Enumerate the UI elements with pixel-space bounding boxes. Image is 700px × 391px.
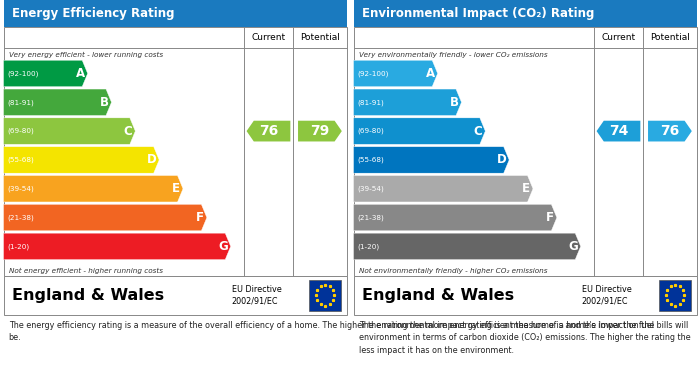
Polygon shape [596, 121, 640, 142]
Text: B: B [99, 96, 108, 109]
Bar [354, 276, 696, 315]
Polygon shape [246, 121, 290, 142]
Text: (81-91): (81-91) [358, 99, 384, 106]
Bar [659, 280, 692, 311]
Text: G: G [218, 240, 228, 253]
Text: Energy Efficiency Rating: Energy Efficiency Rating [12, 7, 174, 20]
Text: The energy efficiency rating is a measure of the overall efficiency of a home. T: The energy efficiency rating is a measur… [8, 321, 688, 343]
Text: F: F [546, 211, 554, 224]
Text: 76: 76 [660, 124, 680, 138]
Text: C: C [124, 125, 132, 138]
Polygon shape [4, 147, 159, 173]
Text: (39-54): (39-54) [358, 185, 384, 192]
Text: A: A [426, 67, 435, 80]
Bar [4, 0, 346, 27]
Text: (55-68): (55-68) [358, 157, 384, 163]
Polygon shape [354, 233, 581, 260]
Text: England & Wales: England & Wales [362, 288, 514, 303]
Polygon shape [4, 176, 183, 202]
Bar [354, 27, 696, 276]
Polygon shape [4, 204, 206, 231]
Bar [309, 280, 342, 311]
Polygon shape [4, 89, 111, 115]
Polygon shape [298, 121, 342, 142]
Polygon shape [354, 60, 438, 87]
Polygon shape [354, 147, 509, 173]
Polygon shape [4, 233, 231, 260]
Text: (92-100): (92-100) [358, 70, 389, 77]
Text: D: D [497, 153, 506, 167]
Text: F: F [196, 211, 204, 224]
Text: (92-100): (92-100) [8, 70, 39, 77]
Bar [4, 27, 346, 276]
Text: G: G [568, 240, 578, 253]
Text: Current: Current [251, 33, 286, 42]
Text: E: E [172, 182, 181, 195]
Text: (1-20): (1-20) [358, 243, 379, 249]
Text: (39-54): (39-54) [8, 185, 34, 192]
Text: Potential: Potential [650, 33, 690, 42]
Text: Potential: Potential [300, 33, 340, 42]
Text: E: E [522, 182, 531, 195]
Polygon shape [354, 176, 533, 202]
Text: (21-38): (21-38) [8, 214, 34, 221]
Polygon shape [354, 89, 461, 115]
Text: A: A [76, 67, 85, 80]
Text: Very energy efficient - lower running costs: Very energy efficient - lower running co… [8, 52, 163, 58]
Text: EU Directive
2002/91/EC: EU Directive 2002/91/EC [232, 285, 281, 306]
Text: C: C [474, 125, 482, 138]
Bar [354, 0, 696, 27]
Text: Very environmentally friendly - lower CO₂ emissions: Very environmentally friendly - lower CO… [358, 52, 547, 58]
Text: (1-20): (1-20) [8, 243, 29, 249]
Text: 76: 76 [259, 124, 278, 138]
Text: 79: 79 [310, 124, 330, 138]
Text: 74: 74 [609, 124, 628, 138]
Text: Current: Current [601, 33, 636, 42]
Text: (69-80): (69-80) [358, 128, 384, 135]
Text: (21-38): (21-38) [358, 214, 384, 221]
Bar [4, 276, 346, 315]
Text: Not environmentally friendly - higher CO₂ emissions: Not environmentally friendly - higher CO… [358, 268, 547, 274]
Text: Not energy efficient - higher running costs: Not energy efficient - higher running co… [8, 268, 162, 274]
Text: (81-91): (81-91) [8, 99, 34, 106]
Polygon shape [354, 204, 556, 231]
Text: (55-68): (55-68) [8, 157, 34, 163]
Polygon shape [4, 118, 135, 144]
Polygon shape [4, 60, 88, 87]
Text: (69-80): (69-80) [8, 128, 34, 135]
Text: The environmental impact rating is a measure of a home's impact on the environme: The environmental impact rating is a mea… [358, 321, 690, 355]
Polygon shape [354, 118, 485, 144]
Text: England & Wales: England & Wales [12, 288, 164, 303]
Text: EU Directive
2002/91/EC: EU Directive 2002/91/EC [582, 285, 631, 306]
Text: B: B [449, 96, 459, 109]
Text: D: D [147, 153, 156, 167]
Text: Environmental Impact (CO₂) Rating: Environmental Impact (CO₂) Rating [362, 7, 594, 20]
Polygon shape [648, 121, 692, 142]
